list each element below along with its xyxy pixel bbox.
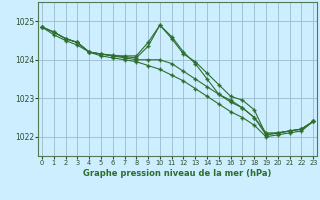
X-axis label: Graphe pression niveau de la mer (hPa): Graphe pression niveau de la mer (hPa) <box>84 169 272 178</box>
